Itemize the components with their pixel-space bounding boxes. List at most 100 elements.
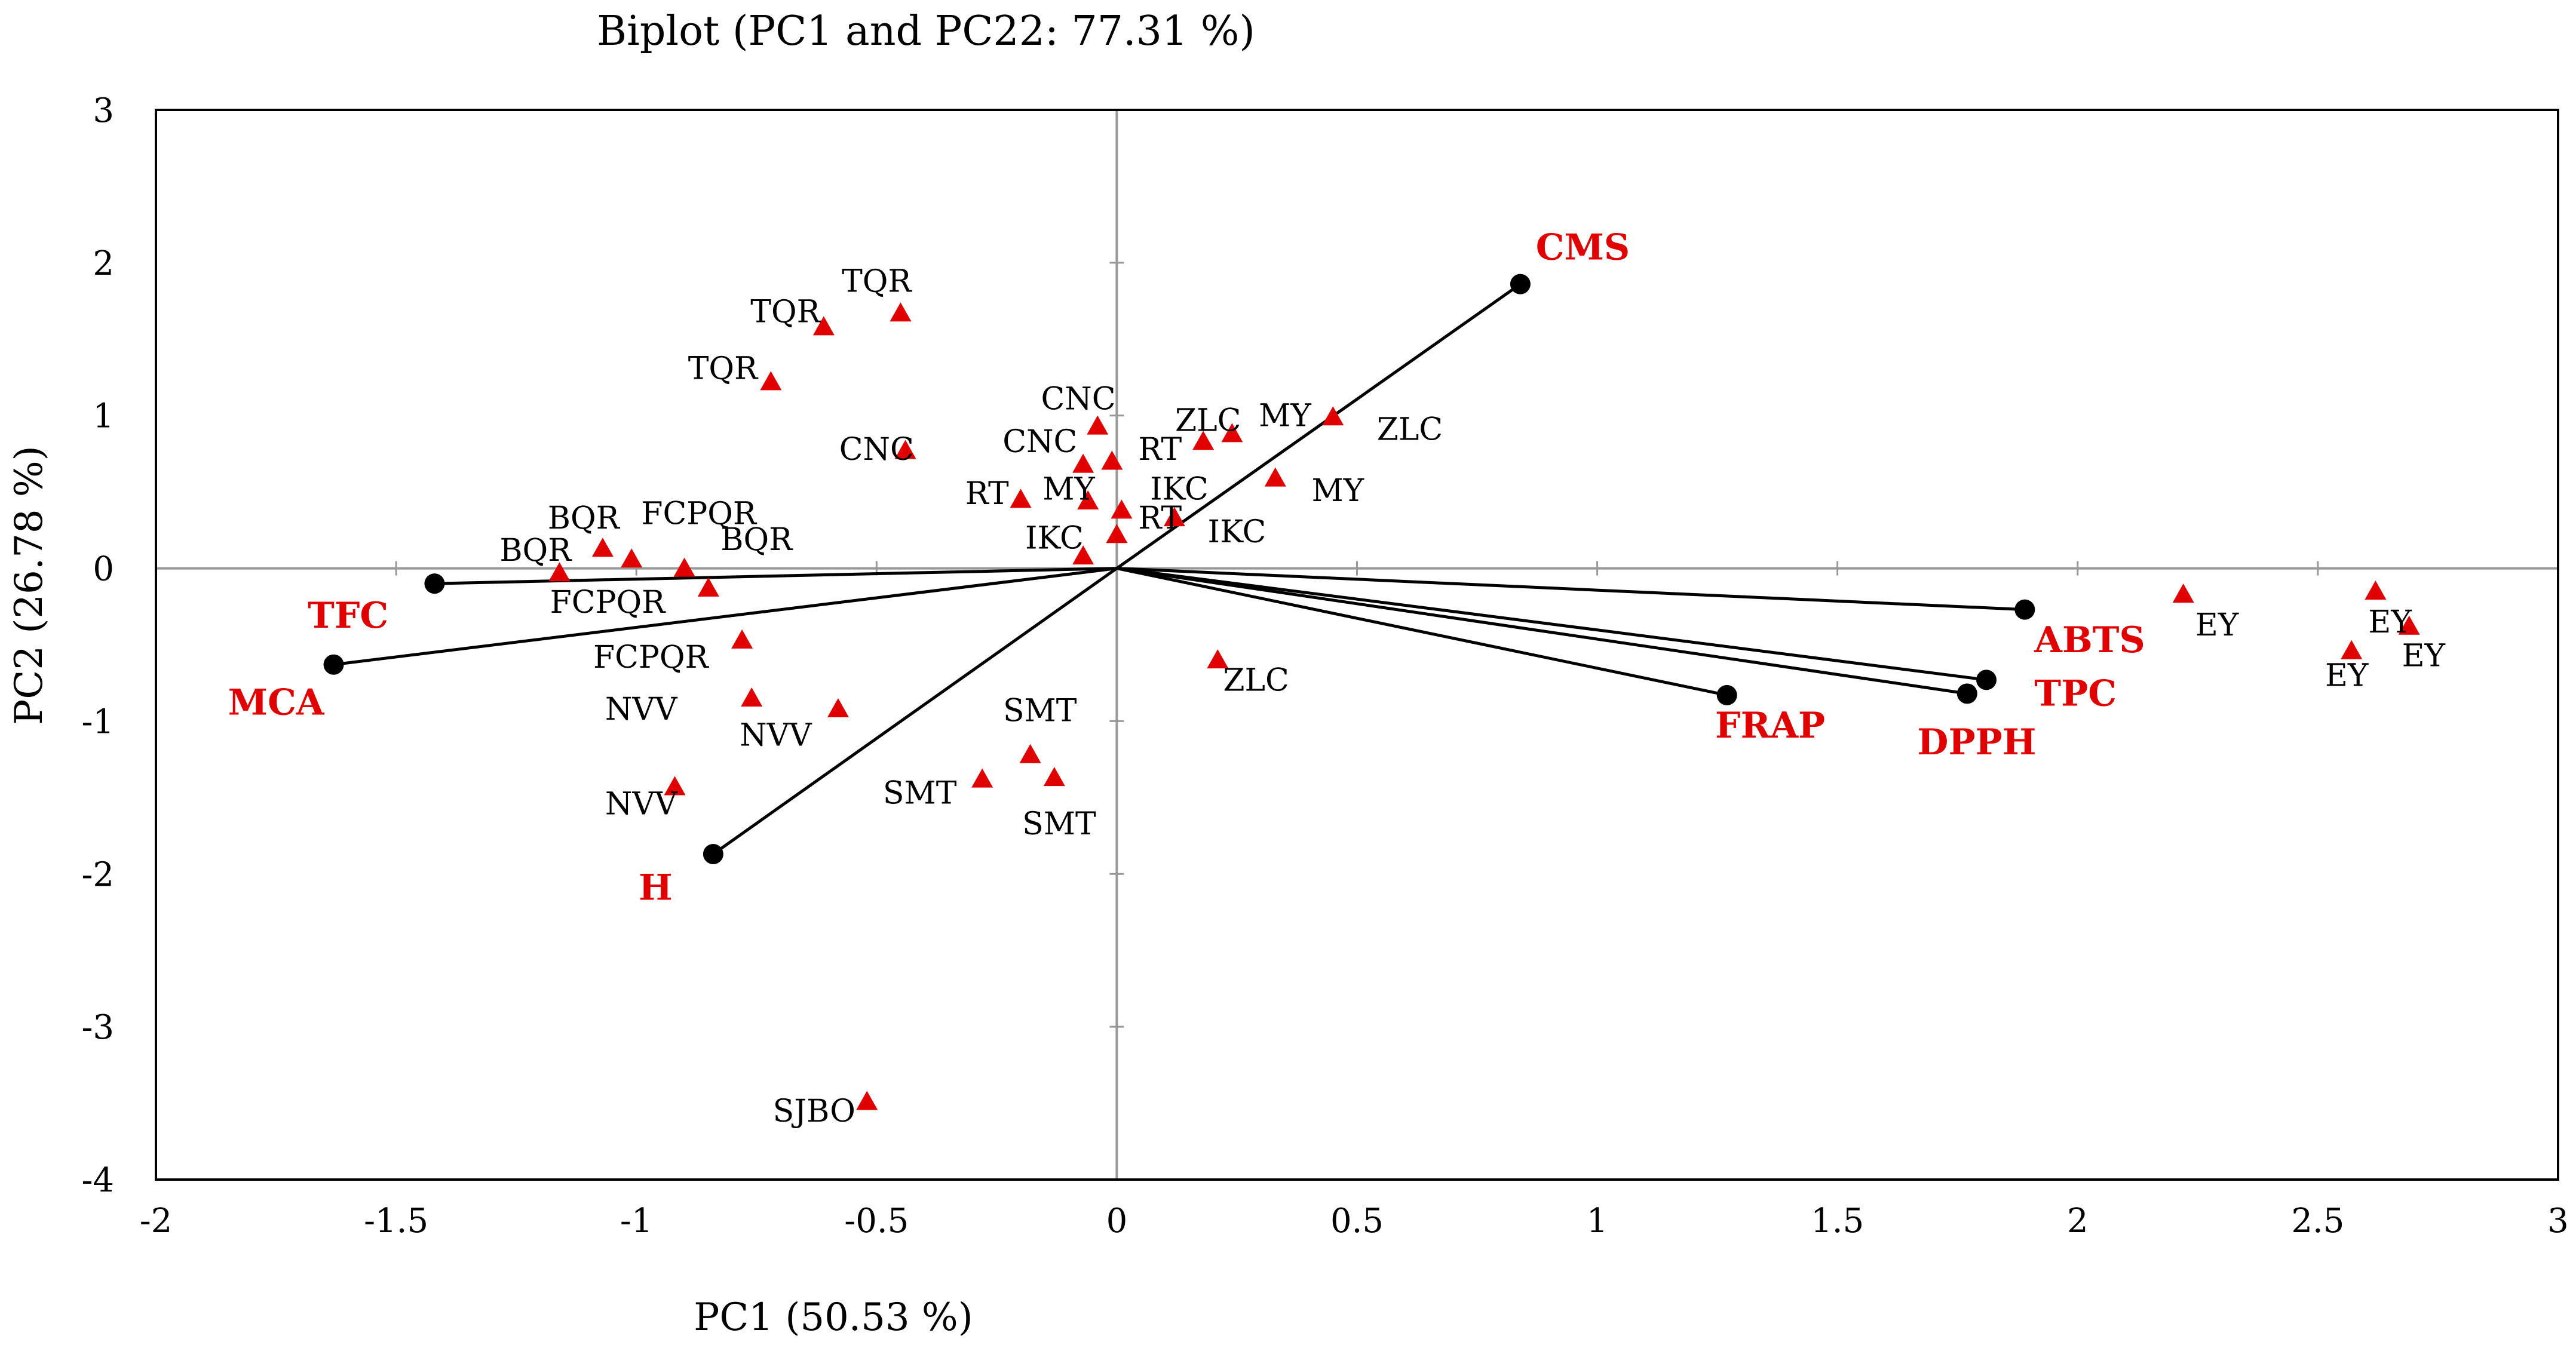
observation-marker (1264, 467, 1286, 487)
observation-label: SMT (1003, 693, 1077, 729)
variable-endpoint (1956, 683, 1977, 704)
variable-vector (333, 567, 1117, 667)
observation-marker (1010, 489, 1032, 508)
x-tick-label: -0.5 (844, 1202, 909, 1240)
observation-marker (673, 557, 695, 577)
observation-marker (731, 629, 753, 649)
observation-marker (827, 698, 849, 717)
observation-marker (1077, 490, 1099, 509)
chart-title: Biplot (PC1 and PC22: 77.31 %) (597, 8, 1255, 55)
variable-endpoint (1976, 670, 1997, 690)
observation-points (548, 302, 2420, 1110)
variable-vectors (323, 274, 2035, 865)
x-tick-label: -1 (620, 1202, 653, 1240)
observation-label: EY (2402, 638, 2446, 674)
x-tick-label: 0.5 (1330, 1202, 1384, 1240)
observation-marker (1043, 767, 1065, 787)
observation-label: IKC (1025, 520, 1084, 556)
observation-marker (1072, 453, 1094, 473)
variable-vector (1115, 282, 1522, 570)
variable-label: TPC (2034, 673, 2117, 714)
observation-marker (2341, 640, 2363, 659)
observation-label: IKC (1150, 472, 1209, 508)
observation-label: BQR (548, 500, 621, 536)
x-tick-label: 3 (2547, 1202, 2569, 1240)
observation-label: SMT (1022, 806, 1096, 842)
observation-label: NVV (740, 717, 812, 753)
y-axis-title: PC2 (26.78 %) (7, 446, 51, 724)
variable-endpoint (424, 573, 445, 594)
observation-label: RT (965, 476, 1009, 512)
observation-label: IKC (1208, 514, 1266, 550)
observation-label: BQR (720, 522, 793, 558)
observation-label: EY (2195, 607, 2239, 643)
observation-marker (1106, 524, 1128, 543)
y-tick-label: 3 (93, 91, 114, 130)
x-tick-label: -1.5 (364, 1202, 428, 1240)
observation-marker (1163, 507, 1185, 527)
observation-marker (971, 768, 993, 788)
observation-marker (856, 1091, 878, 1110)
variable-label: ABTS (2034, 619, 2145, 661)
observation-label: FCPQR (641, 496, 757, 532)
x-tick-label: 1 (1587, 1202, 1608, 1240)
variable-endpoint (1510, 274, 1531, 294)
observation-marker (760, 371, 782, 391)
observation-marker (664, 776, 686, 796)
variable-endpoint (703, 844, 723, 865)
variable-label: H (639, 867, 673, 908)
observation-marker (1087, 415, 1109, 435)
variable-label: FRAP (1715, 705, 1825, 747)
observation-marker (741, 687, 763, 707)
y-tick-label: 0 (93, 550, 114, 589)
variable-vector (434, 567, 1117, 585)
observation-marker (894, 440, 916, 459)
variable-label: MCA (228, 682, 325, 724)
point-labels: CMS ABTS TPC DPPH FRAP TFC MCA H TQR TQR TQR CNC CNC… (228, 226, 2446, 1129)
observation-marker (1111, 499, 1133, 519)
observation-label: RT (1138, 432, 1182, 468)
variable-label: CMS (1536, 226, 1630, 268)
x-tick-label: 1.5 (1811, 1202, 1864, 1240)
y-tick-label: -1 (81, 702, 114, 741)
observation-marker (548, 562, 571, 582)
variable-vector (1117, 567, 1987, 681)
observation-marker (890, 302, 912, 322)
observation-label: TQR (750, 294, 821, 330)
observation-label: RT (1138, 500, 1182, 536)
observation-label: TQR (688, 351, 759, 386)
y-tick-label: 2 (93, 244, 114, 283)
x-axis-title: PC1 (50.53 %) (694, 1295, 973, 1340)
observation-label: EY (2368, 604, 2412, 640)
y-tick-label: -2 (81, 855, 114, 894)
variable-vector (1116, 567, 1728, 697)
observation-marker (621, 548, 643, 568)
observation-label: ZLC (1223, 662, 1289, 698)
observation-label: ZLC (1175, 403, 1241, 438)
x-tick-label: -2 (140, 1202, 173, 1240)
plot-frame (155, 109, 2559, 1181)
observation-marker (1019, 744, 1041, 763)
observation-label: ZLC (1377, 412, 1443, 448)
observation-marker (1322, 406, 1344, 426)
observation-label: NVV (605, 692, 678, 727)
observation-label: CNC (1041, 382, 1116, 417)
variable-vector (1117, 567, 1968, 695)
observation-label: MY (1312, 473, 1364, 509)
observation-marker (1072, 545, 1094, 565)
observation-marker (2365, 580, 2387, 600)
observation-label: EY (2325, 658, 2369, 694)
y-tick-label: -3 (81, 1008, 114, 1047)
observation-label: MY (1042, 472, 1095, 508)
variable-endpoint (323, 654, 344, 675)
observation-label: CNC (839, 432, 914, 468)
y-tick-label: -4 (81, 1161, 114, 1200)
variable-endpoint (1716, 684, 1737, 705)
observation-label: TQR (842, 264, 912, 300)
variable-vector (1117, 567, 2025, 612)
observation-label: SMT (883, 776, 957, 812)
y-tick-label: 1 (93, 397, 114, 436)
observation-label: CNC (1002, 424, 1077, 460)
